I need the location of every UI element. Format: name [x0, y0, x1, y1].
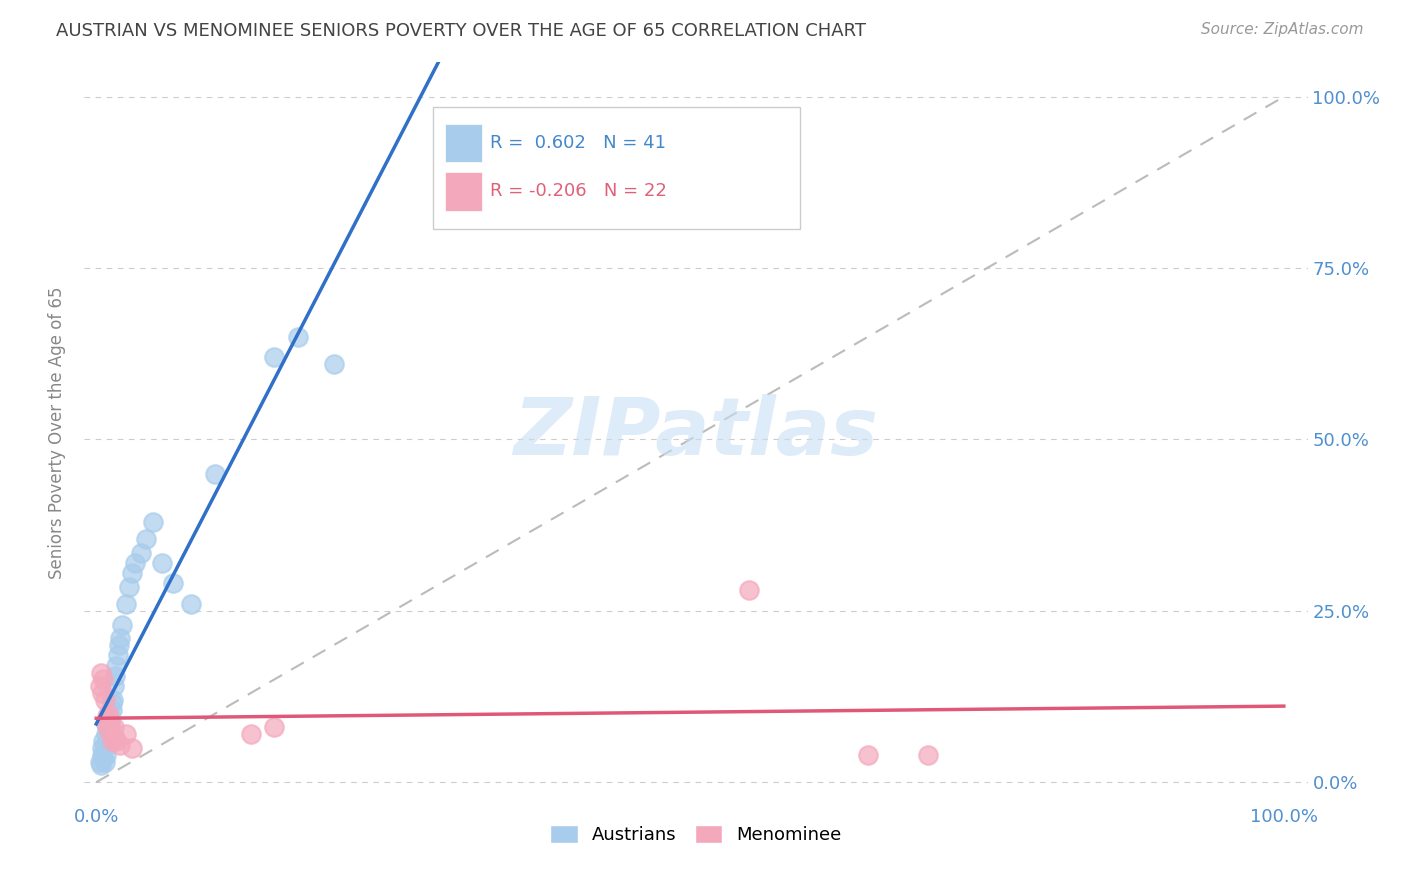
Point — [93, 755, 115, 769]
Point — [97, 706, 120, 721]
Point — [100, 714, 122, 728]
Point — [93, 673, 115, 687]
Point — [100, 734, 122, 748]
Legend: Austrians, Menominee: Austrians, Menominee — [541, 815, 851, 853]
Point — [97, 734, 120, 748]
Point — [100, 703, 122, 717]
Point — [124, 556, 146, 570]
Point — [118, 580, 141, 594]
Point — [108, 632, 131, 646]
Point — [263, 350, 285, 364]
Point — [97, 714, 120, 728]
Text: Source: ZipAtlas.com: Source: ZipAtlas.com — [1201, 22, 1364, 37]
Point — [108, 738, 131, 752]
Point — [180, 597, 202, 611]
Point — [104, 731, 127, 745]
Point — [105, 658, 128, 673]
Point — [89, 755, 111, 769]
Point — [738, 583, 761, 598]
Point — [94, 727, 117, 741]
Point — [94, 747, 117, 762]
Point — [90, 665, 112, 680]
Point — [91, 686, 114, 700]
Point — [142, 515, 165, 529]
Point — [89, 679, 111, 693]
Text: R = -0.206   N = 22: R = -0.206 N = 22 — [491, 182, 668, 201]
Point — [107, 648, 129, 663]
Point — [96, 720, 118, 734]
Point — [131, 545, 153, 559]
FancyBboxPatch shape — [446, 172, 482, 211]
Text: ZIPatlas: ZIPatlas — [513, 393, 879, 472]
Point — [98, 706, 121, 721]
Point — [98, 723, 121, 738]
Point — [103, 679, 125, 693]
Point — [105, 734, 128, 748]
Point — [94, 717, 117, 731]
FancyBboxPatch shape — [446, 124, 482, 162]
Point — [115, 597, 138, 611]
Point — [111, 617, 134, 632]
Point — [150, 556, 173, 570]
Point — [93, 693, 115, 707]
Point — [162, 576, 184, 591]
Point — [93, 734, 115, 748]
Point — [107, 638, 129, 652]
Point — [121, 741, 143, 756]
Point — [204, 467, 226, 481]
Point — [103, 720, 125, 734]
Point — [90, 758, 112, 772]
Point — [115, 727, 138, 741]
Point — [856, 747, 879, 762]
Point — [239, 727, 262, 741]
Point — [98, 723, 121, 738]
Point — [917, 747, 939, 762]
Point — [91, 747, 114, 762]
Point — [96, 710, 118, 724]
Point — [104, 669, 127, 683]
Y-axis label: Seniors Poverty Over the Age of 65: Seniors Poverty Over the Age of 65 — [48, 286, 66, 579]
Point — [101, 693, 124, 707]
FancyBboxPatch shape — [433, 107, 800, 229]
Point — [287, 329, 309, 343]
Point — [135, 532, 157, 546]
Point — [96, 738, 118, 752]
Point — [93, 738, 115, 752]
Text: R =  0.602   N = 41: R = 0.602 N = 41 — [491, 134, 666, 153]
Point — [322, 357, 344, 371]
Point — [100, 717, 122, 731]
Point — [91, 741, 114, 756]
Point — [93, 751, 115, 765]
Point — [121, 566, 143, 581]
Point — [100, 697, 122, 711]
Text: AUSTRIAN VS MENOMINEE SENIORS POVERTY OVER THE AGE OF 65 CORRELATION CHART: AUSTRIAN VS MENOMINEE SENIORS POVERTY OV… — [56, 22, 866, 40]
Point — [263, 720, 285, 734]
